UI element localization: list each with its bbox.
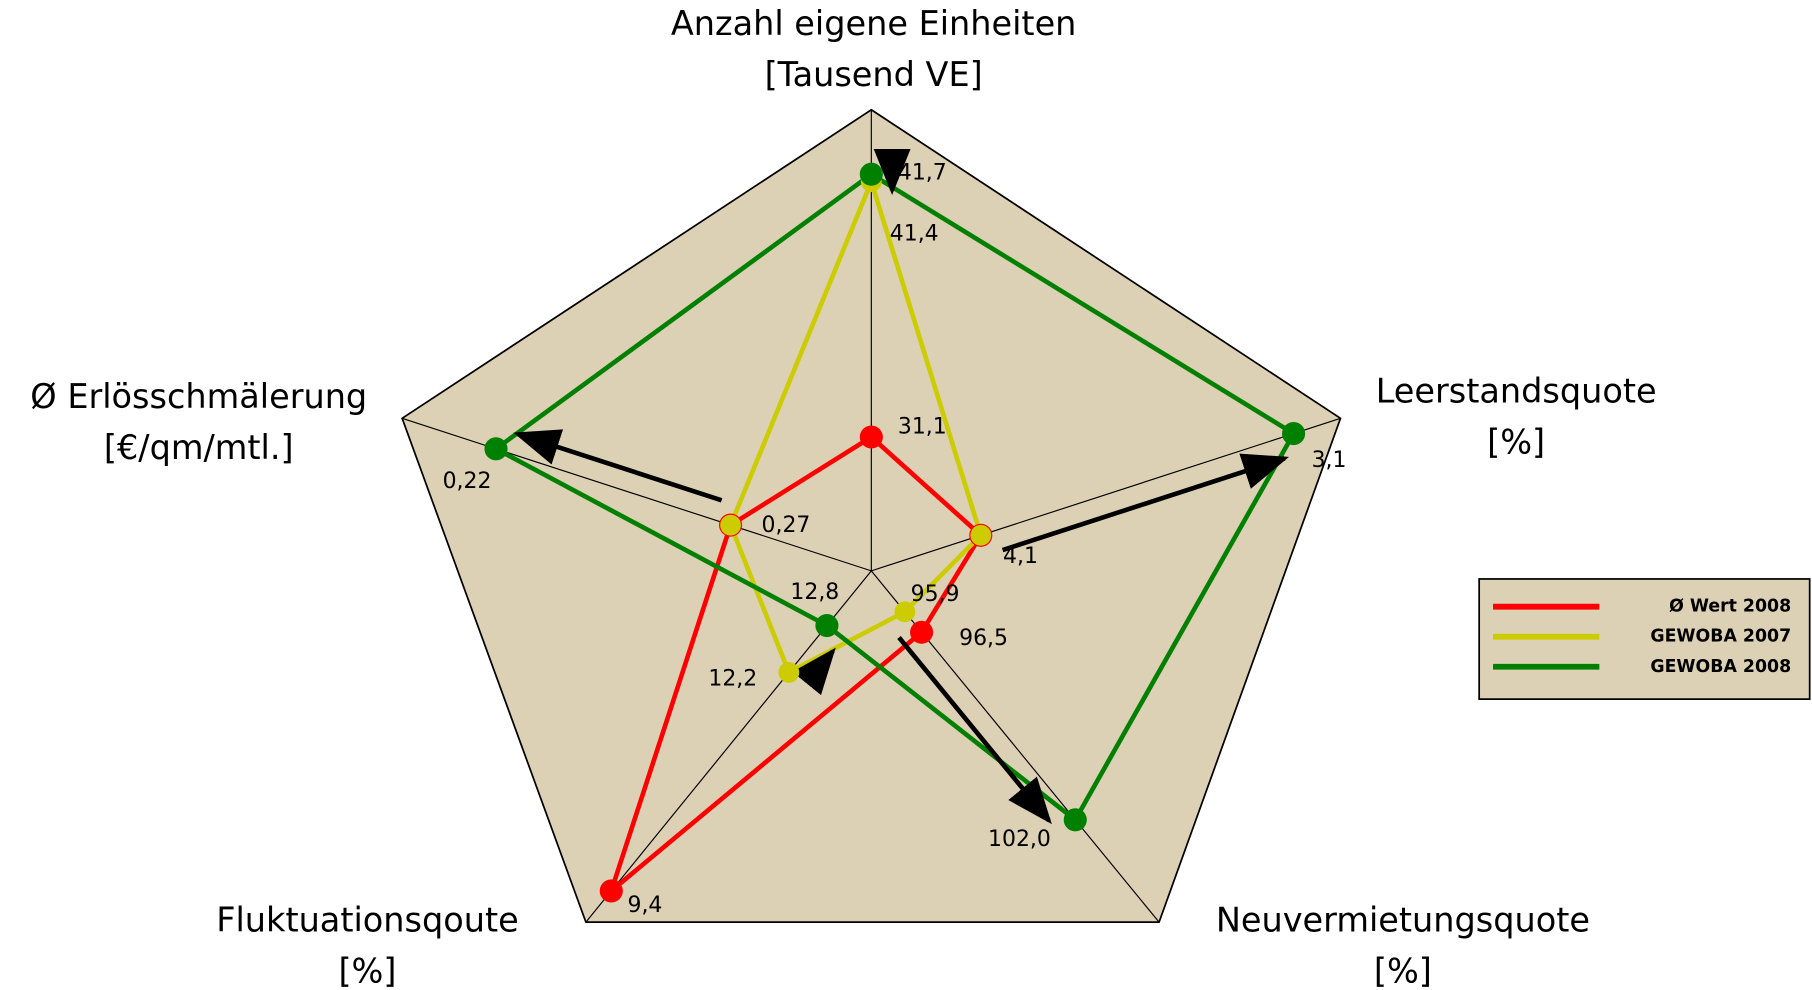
data-point xyxy=(484,437,508,461)
data-label: 41,4 xyxy=(890,222,939,247)
data-point xyxy=(1063,808,1087,832)
legend-label: GEWOBA 2007 xyxy=(1650,627,1791,647)
data-label: 12,2 xyxy=(708,666,757,691)
change-arrow xyxy=(513,429,723,503)
legend-label: Ø Wert 2008 xyxy=(1669,597,1791,617)
legend-label: GEWOBA 2008 xyxy=(1650,657,1791,677)
series-line xyxy=(491,171,1297,824)
axis-title: Neuvermietungsquote xyxy=(1216,901,1590,940)
change-arrow xyxy=(792,647,836,696)
plot: Anzahl eigene Einheiten [Tausend VE] Leers… xyxy=(30,4,1811,990)
data-label: 12,8 xyxy=(790,580,839,605)
axis-title: Leerstandsquote xyxy=(1376,371,1657,410)
legend: Ø Wert 2008 GEWOBA 2007 GEWOBA 2008 xyxy=(1478,578,1811,701)
data-label: 0,27 xyxy=(762,513,811,538)
data-label: 0,22 xyxy=(443,469,492,494)
data-label: 102,0 xyxy=(988,827,1051,852)
data-point xyxy=(970,524,992,546)
data-point xyxy=(815,613,839,638)
data-label: 95,9 xyxy=(911,582,960,607)
data-point xyxy=(859,425,883,449)
spoke xyxy=(401,417,872,572)
change-arrow xyxy=(897,636,1052,825)
data-label: 31,1 xyxy=(898,415,947,440)
series-line xyxy=(606,434,984,898)
axis-unit: [%] xyxy=(338,952,396,990)
data-point xyxy=(1282,422,1306,446)
axis-unit: [€/qm/mtl.] xyxy=(104,428,294,467)
axis-title: Fluktuationsqoute xyxy=(216,901,518,940)
data-point xyxy=(910,620,934,644)
axis-title: Ø Erlösschmälerung xyxy=(30,377,367,416)
data-point xyxy=(894,601,916,623)
change-arrow xyxy=(1001,453,1290,553)
data-point xyxy=(859,162,883,186)
axis-unit: [%] xyxy=(1374,952,1432,990)
data-point xyxy=(720,514,741,536)
data-label: 96,5 xyxy=(959,626,1008,651)
spoke xyxy=(871,417,1341,572)
data-label: 9,4 xyxy=(627,893,662,918)
data-label: 3,1 xyxy=(1312,448,1347,473)
axis-title: Anzahl eigene Einheiten xyxy=(671,4,1077,43)
axis-unit: [Tausend VE] xyxy=(765,55,983,94)
data-point xyxy=(778,661,800,683)
data-label: 4,1 xyxy=(1003,544,1038,569)
data-label: 41,7 xyxy=(898,160,947,185)
axis-unit: [%] xyxy=(1487,422,1545,461)
data-point xyxy=(599,879,623,903)
